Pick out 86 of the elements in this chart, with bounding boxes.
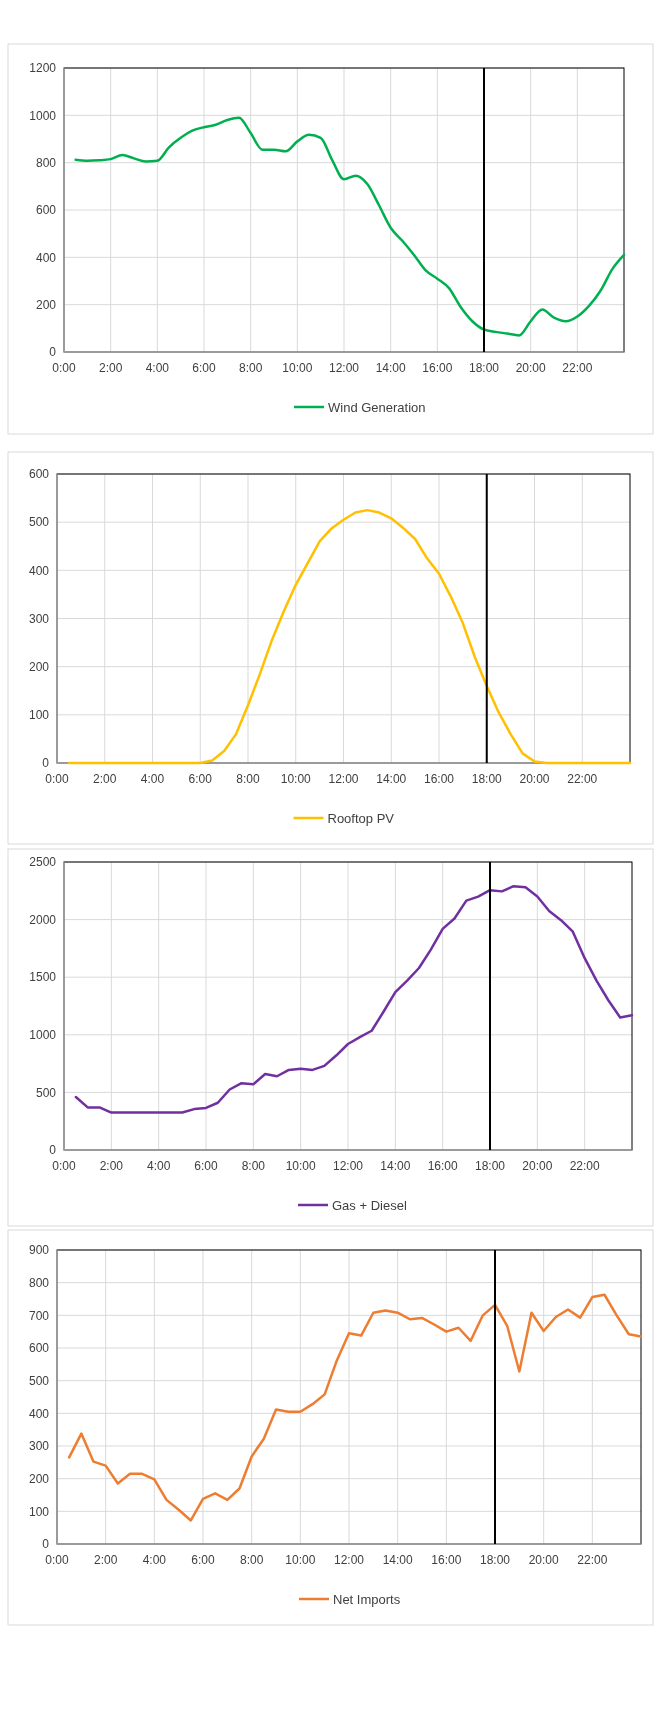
x-tick-label: 18:00	[474, 1159, 506, 1173]
x-tick-label: 22:00	[567, 772, 598, 786]
y-tick-label: 1500	[29, 970, 57, 985]
y-tick-label: 600	[35, 203, 57, 218]
x-tick-label: 10:00	[282, 361, 313, 375]
y-tick-label: 100	[28, 1504, 50, 1519]
x-tick-label: 20:00	[519, 772, 550, 786]
y-tick-label: 900	[28, 1243, 50, 1258]
x-tick-label: 8:00	[241, 1159, 266, 1173]
x-tick-label: 12:00	[328, 361, 360, 375]
y-tick-label: 500	[28, 515, 50, 530]
x-tick-label: 14:00	[376, 772, 407, 786]
x-tick-label: 8:00	[236, 772, 260, 786]
y-tick-label: 1000	[29, 1028, 57, 1042]
x-tick-label: 22:00	[569, 1159, 601, 1173]
x-tick-label: 2:00	[98, 361, 123, 375]
y-tick-label: 800	[35, 155, 57, 170]
x-tick-label: 16:00	[422, 361, 453, 375]
y-tick-label: 300	[28, 1439, 50, 1454]
x-tick-label: 14:00	[382, 1553, 414, 1567]
x-tick-label: 14:00	[375, 361, 407, 375]
x-tick-label: 6:00	[192, 361, 216, 375]
y-tick-label: 0	[42, 756, 50, 771]
y-tick-label: 0	[42, 1537, 50, 1552]
legend-label: Rooftop PV	[327, 810, 395, 826]
x-tick-label: 18:00	[479, 1553, 511, 1567]
y-tick-label: 100	[28, 708, 50, 723]
x-tick-label: 4:00	[146, 1159, 171, 1173]
y-tick-label: 400	[28, 1406, 50, 1421]
y-tick-label: 0	[49, 1143, 57, 1158]
x-tick-label: 20:00	[515, 361, 547, 375]
x-tick-label: 2:00	[93, 772, 117, 786]
y-tick-label: 600	[28, 1341, 50, 1356]
y-tick-label: 500	[35, 1085, 57, 1100]
line-series	[74, 116, 626, 337]
x-tick-label: 6:00	[191, 1553, 215, 1567]
y-tick-label: 600	[28, 467, 50, 482]
x-tick-label: 0:00	[52, 1159, 76, 1173]
x-tick-label: 18:00	[471, 772, 503, 786]
x-tick-label: 22:00	[562, 361, 593, 375]
x-tick-label: 12:00	[333, 1553, 365, 1567]
x-tick-label: 2:00	[93, 1553, 118, 1567]
x-tick-label: 10:00	[285, 1159, 317, 1173]
y-tick-label: 2000	[29, 912, 57, 927]
x-tick-label: 16:00	[431, 1553, 462, 1567]
y-tick-label: 200	[28, 1471, 50, 1486]
y-tick-label: 700	[28, 1308, 50, 1323]
y-tick-label: 400	[35, 250, 57, 265]
x-tick-label: 16:00	[427, 1159, 459, 1173]
x-tick-label: 20:00	[528, 1553, 560, 1567]
x-tick-label: 20:00	[522, 1159, 553, 1173]
y-tick-label: 200	[35, 297, 57, 312]
y-tick-label: 1200	[29, 61, 57, 76]
x-tick-label: 14:00	[380, 1159, 411, 1173]
x-tick-label: 12:00	[332, 1159, 364, 1173]
x-tick-label: 6:00	[194, 1159, 218, 1173]
x-tick-label: 16:00	[423, 772, 455, 786]
x-tick-label: 6:00	[188, 772, 213, 786]
line-series	[67, 508, 632, 765]
y-tick-label: 2500	[29, 855, 57, 870]
legend-label: Wind Generation	[328, 399, 426, 415]
y-tick-label: 400	[28, 563, 50, 578]
legend-label: Gas + Diesel	[332, 1197, 407, 1213]
y-tick-label: 0	[49, 345, 57, 360]
legend-label: Net Imports	[333, 1591, 401, 1607]
x-tick-label: 12:00	[328, 772, 359, 786]
x-tick-label: 8:00	[238, 361, 263, 375]
x-tick-label: 10:00	[285, 1553, 316, 1567]
x-tick-label: 0:00	[45, 772, 69, 786]
x-tick-label: 4:00	[140, 772, 165, 786]
line-series	[67, 1293, 643, 1522]
x-tick-label: 8:00	[239, 1553, 264, 1567]
line-series	[74, 884, 634, 1114]
x-tick-label: 18:00	[468, 361, 500, 375]
x-tick-label: 0:00	[52, 361, 76, 375]
y-tick-label: 800	[28, 1275, 50, 1290]
y-tick-label: 200	[28, 659, 50, 674]
x-tick-label: 4:00	[142, 1553, 167, 1567]
x-tick-label: 0:00	[45, 1553, 69, 1567]
y-tick-label: 500	[28, 1373, 50, 1388]
y-tick-label: 1000	[29, 108, 57, 123]
x-tick-label: 2:00	[99, 1159, 124, 1173]
y-tick-label: 300	[28, 611, 50, 626]
x-tick-label: 4:00	[145, 361, 170, 375]
x-tick-label: 22:00	[577, 1553, 608, 1567]
x-tick-label: 10:00	[280, 772, 312, 786]
